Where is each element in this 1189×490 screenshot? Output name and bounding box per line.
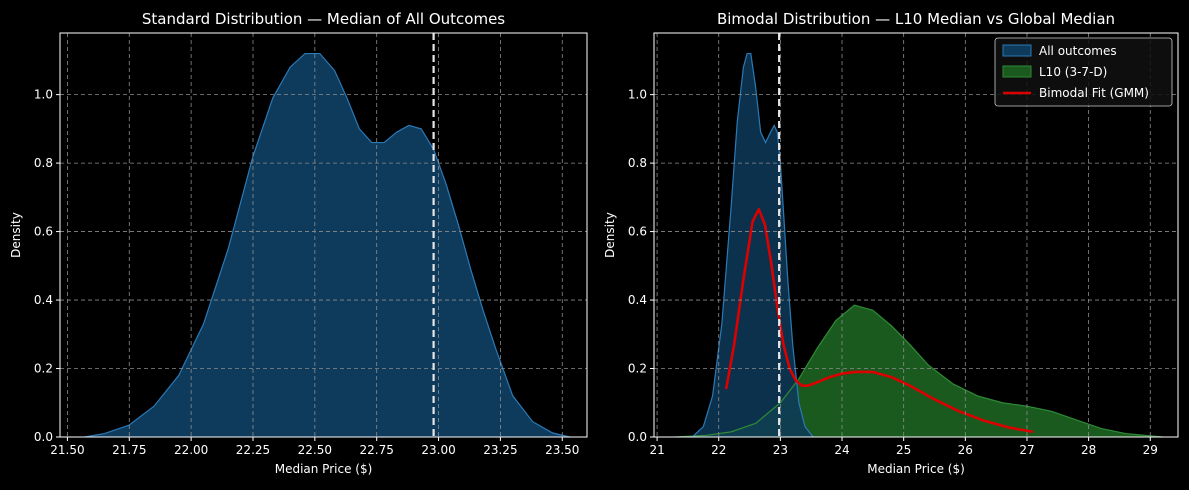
x-tick-label: 21.75 [112,443,146,457]
x-tick-label: 26 [958,443,973,457]
legend-label-gmm: Bimodal Fit (GMM) [1039,86,1149,100]
legend-box [994,37,1173,107]
y-tick-label: 0.4 [628,293,647,307]
y-tick-label: 0.0 [34,430,53,444]
y-tick-label: 0.2 [34,362,53,376]
chart-title: Standard Distribution — Median of All Ou… [142,10,505,28]
y-tick-label: 0.6 [34,225,53,239]
y-tick-label: 0.8 [628,156,647,170]
chart-title: Bimodal Distribution — L10 Median vs Glo… [717,10,1115,28]
x-tick-label: 21.50 [50,443,84,457]
x-tick-label: 22 [711,443,726,457]
axes-frame [653,32,1179,438]
density-area [84,53,570,437]
legend-label-all-outcomes: All outcomes [1039,44,1117,58]
x-tick-label: 23 [773,443,788,457]
x-tick-label: 28 [1081,443,1096,457]
axes-frame [59,32,588,438]
left-chart-panel: 21.50 21.75 22.00 22.25 22.50 22.75 23.00 23.25… [9,10,588,476]
x-axis-label: Median Price ($) [275,462,373,476]
x-tick-label: 27 [1019,443,1034,457]
x-tick-label: 22.25 [236,443,270,457]
y-tick-label: 1.0 [628,88,647,102]
y-axis-label: Density [9,212,23,258]
y-tick-label: 0.2 [628,362,647,376]
x-tick-label: 23.00 [421,443,455,457]
y-tick-label: 1.0 [34,88,53,102]
x-axis-label: Median Price ($) [867,462,965,476]
x-tick-label: 22.75 [360,443,394,457]
y-tick-label: 0.4 [34,293,53,307]
right-chart-panel: 21 22 23 24 25 26 27 28 29 0.0 0.2 0.4 0.6 0.8 1.0 Bimo… [603,10,1179,476]
x-tick-label: 23.50 [545,443,579,457]
x-tick-label: 25 [896,443,911,457]
legend: All outcomes L10 (3-7-D) Bimodal Fit (GMM) [994,37,1173,107]
y-axis-label: Density [603,212,617,258]
all-outcomes-density-line [691,52,814,438]
x-tick-label: 21 [649,443,664,457]
y-tick-label: 0.8 [34,156,53,170]
legend-label-l10: L10 (3-7-D) [1039,65,1107,79]
x-tick-label: 23.25 [483,443,517,457]
l10-density-line [675,304,1163,438]
gmm-fit-line [724,208,1034,434]
x-tick-label: 22.00 [174,443,208,457]
density-line [84,52,570,438]
x-tick-label: 24 [834,443,849,457]
legend-swatch-l10 [1002,65,1032,78]
y-tick-label: 0.0 [628,430,647,444]
x-tick-label: 29 [1143,443,1158,457]
y-tick-label: 0.6 [628,225,647,239]
legend-swatch-all-outcomes [1002,44,1032,57]
x-tick-label: 22.50 [298,443,332,457]
